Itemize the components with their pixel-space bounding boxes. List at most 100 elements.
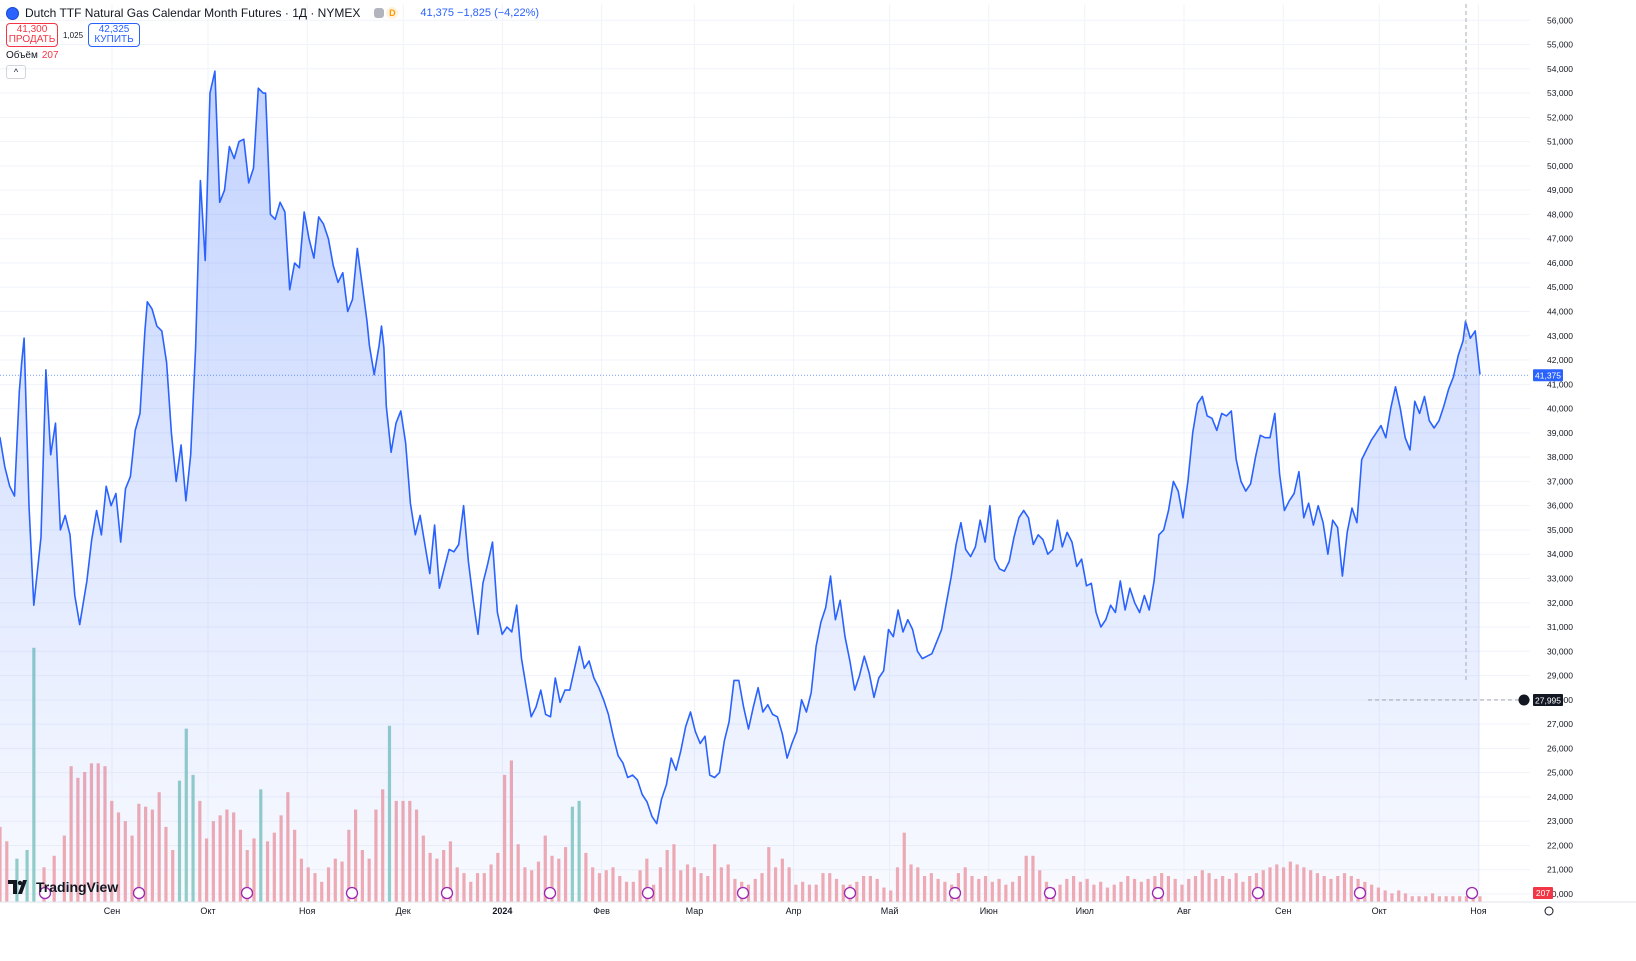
spread-value: 1,025 [63,30,84,40]
crosshair-price-badge [1533,693,1563,706]
tradingview-logo-icon [8,880,27,894]
event-marker-icon [1151,886,1165,900]
delayed-data-badge: D [386,7,399,19]
y-tick-label: 46,000 [1547,258,1573,268]
event-marker-icon [1465,886,1479,900]
sell-button[interactable]: 41,300 ПРОДАТЬ [6,23,58,47]
event-marker-icon [440,886,454,900]
event-marker-icon [948,886,962,900]
y-tick-label: 51,000 [1547,137,1573,147]
y-tick-label: 42,000 [1547,355,1573,365]
volume-value: 207 [41,50,59,61]
y-tick-label: 25,000 [1547,768,1573,778]
x-tick-label: Май [881,906,899,916]
y-tick-label: 54,000 [1547,64,1573,74]
logo-text: TradingView [36,879,119,895]
x-tick-label: Дек [396,906,411,916]
y-tick-label: 22,000 [1547,840,1573,850]
trade-buttons: 41,300 ПРОДАТЬ 1,025 42,325 КУПИТЬ [6,23,141,47]
event-marker-icon [1251,886,1265,900]
y-tick-label: 32,000 [1547,598,1573,608]
y-tick-label: 21,000 [1547,865,1573,875]
event-marker-icon [345,886,359,900]
y-tick-label: 37,000 [1547,476,1573,486]
x-tick-label: Сен [1275,906,1292,916]
y-tick-label: 26,000 [1547,743,1573,753]
x-tick-label: Апр [786,906,802,916]
y-tick-label: 27,000 [1547,719,1573,729]
volume-label: Объём [6,50,38,61]
volume-indicator-legend[interactable]: Объём 207 [6,50,59,61]
chart-header: Dutch TTF Natural Gas Calendar Month Fut… [6,4,539,22]
event-marker-icon [38,886,52,900]
y-tick-label: 40,000 [1547,404,1573,414]
volume-badge-label: 207 [1536,888,1550,898]
event-marker-icon [1353,886,1367,900]
tradingview-logo[interactable]: TradingView [8,879,118,895]
settings-gear-icon [1544,906,1554,916]
x-tick-label: Окт [200,906,215,916]
x-tick-label: Июл [1076,906,1094,916]
y-tick-label: 30,000 [1547,646,1573,656]
y-tick-label: 52,000 [1547,112,1573,122]
symbol-title[interactable]: Dutch TTF Natural Gas Calendar Month Fut… [25,6,361,20]
add-alert-icon [1518,694,1530,706]
y-tick-label: 48,000 [1547,209,1573,219]
event-marker-icon [543,886,557,900]
y-tick-label: 29,000 [1547,671,1573,681]
y-tick-label: 31,000 [1547,622,1573,632]
y-tick-label: 45,000 [1547,282,1573,292]
y-tick-label: 24,000 [1547,792,1573,802]
y-tick-label: 49,000 [1547,185,1573,195]
quote-values: 41,375 −1,825 (−4,22%) [420,7,540,19]
last-price-label: 41,375 [1535,371,1561,381]
buy-price: 42,325 [98,24,130,35]
x-tick-label: Авг [1177,906,1192,916]
y-tick-label: 50,000 [1547,161,1573,171]
x-tick-label: Ноя [299,906,316,916]
x-tick-label: Мар [686,906,704,916]
crosshair-price-label: 27,995 [1535,695,1561,705]
collapse-legend-button[interactable]: ^ [6,65,26,79]
y-tick-label: 36,000 [1547,501,1573,511]
y-tick-label: 34,000 [1547,549,1573,559]
event-marker-icon [736,886,750,900]
y-tick-label: 43,000 [1547,331,1573,341]
y-tick-label: 53,000 [1547,88,1573,98]
y-tick-label: 35,000 [1547,525,1573,535]
y-tick-label: 57,000 [1547,0,1573,1]
buy-label: КУПИТЬ [94,34,134,45]
event-marker-icon [132,886,146,900]
symbol-logo-icon [6,6,19,20]
y-tick-label: 44,000 [1547,307,1573,317]
y-tick-label: 41,000 [1547,379,1573,389]
sell-price: 41,300 [16,24,48,35]
y-tick-label: 38,000 [1547,452,1573,462]
x-tick-label: Фев [593,906,610,916]
event-marker-icon [240,886,254,900]
x-tick-label: Окт [1372,906,1387,916]
y-tick-label: 55,000 [1547,40,1573,50]
event-marker-icon [641,886,655,900]
last-price-badge [1533,369,1563,382]
y-tick-label: 47,000 [1547,234,1573,244]
x-tick-label: 2024 [492,906,512,916]
volume-badge [1533,887,1553,899]
y-tick-label: 23,000 [1547,816,1573,826]
price-line [0,70,1481,825]
x-tick-label: Июн [980,906,998,916]
x-tick-label: Ноя [1470,906,1487,916]
y-tick-label: 39,000 [1547,428,1573,438]
sell-label: ПРОДАТЬ [8,34,56,45]
price-area-fill [0,71,1480,902]
market-status[interactable]: D [374,7,399,19]
y-tick-label: 20,000 [1547,889,1573,899]
market-status-icon [374,8,385,18]
chevron-up-icon: ^ [13,67,19,77]
event-marker-icon [1043,886,1057,900]
x-tick-label: Сен [104,906,121,916]
buy-button[interactable]: 42,325 КУПИТЬ [88,23,141,47]
event-marker-icon [843,886,857,900]
y-tick-label: 56,000 [1547,15,1573,25]
